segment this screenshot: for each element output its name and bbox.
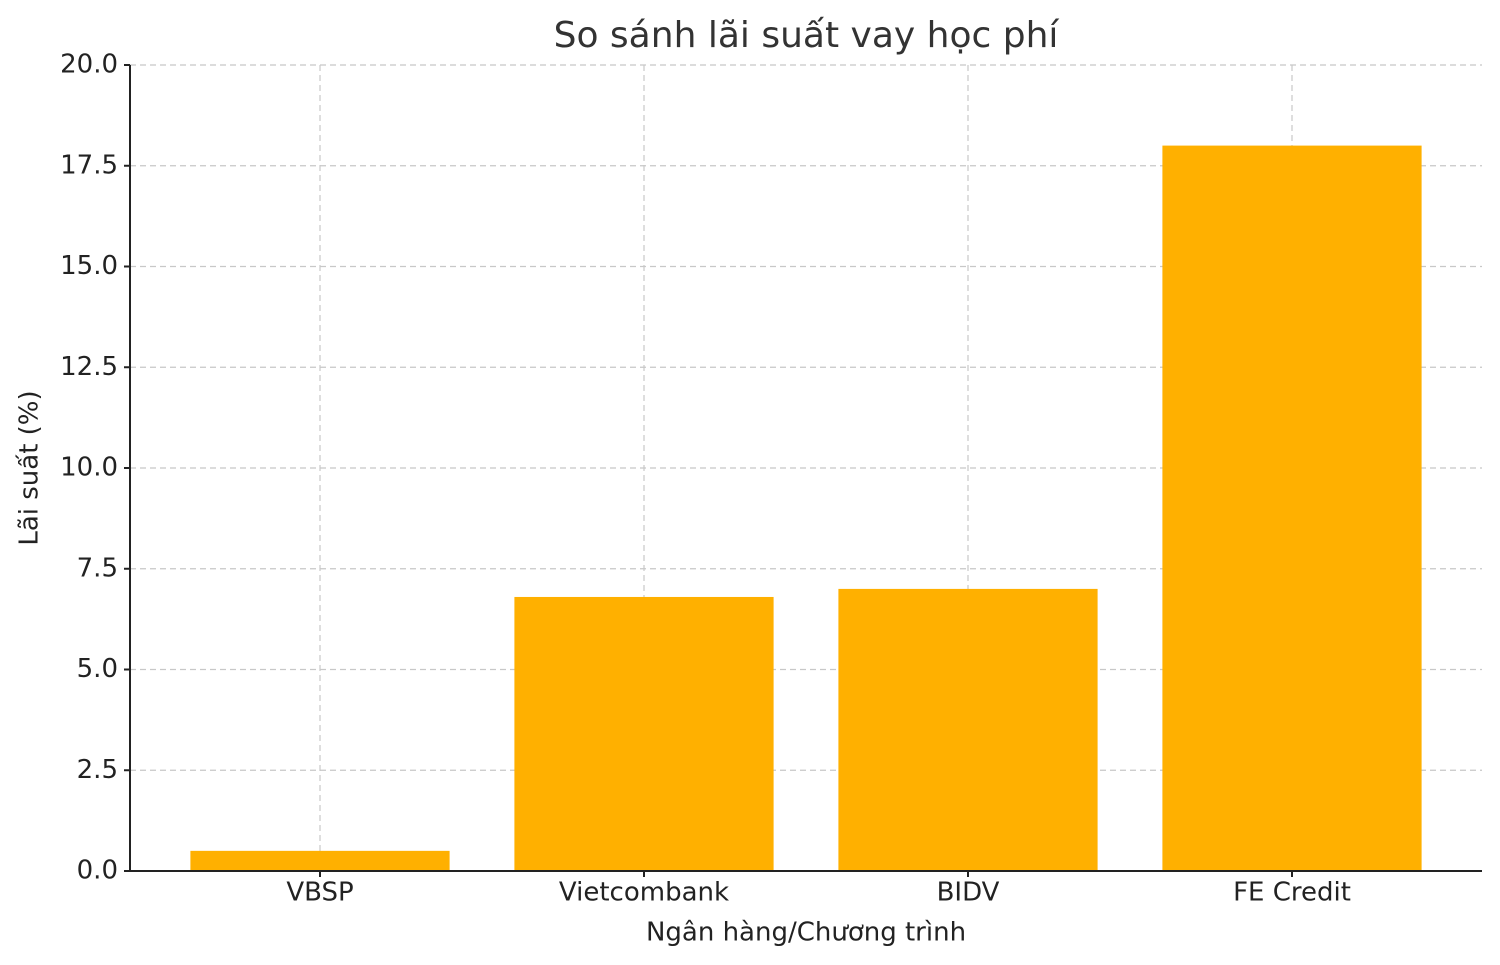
y-tick-label: 2.5 — [77, 755, 118, 785]
x-tick-label: Vietcombank — [559, 878, 729, 908]
chart-title: So sánh lãi suất vay học phí — [554, 15, 1060, 56]
y-tick-label: 12.5 — [60, 352, 118, 382]
y-tick-label: 15.0 — [60, 251, 118, 281]
grid — [130, 64, 1482, 872]
axes — [124, 64, 1482, 877]
y-tick-label: 0.0 — [77, 856, 118, 886]
bar — [190, 850, 450, 871]
x-axis-label: Ngân hàng/Chương trình — [646, 918, 966, 948]
bar — [1162, 145, 1422, 872]
y-tick-label: 7.5 — [77, 553, 118, 583]
y-tick-label: 20.0 — [60, 50, 118, 80]
bar — [838, 588, 1098, 871]
x-tick-label: FE Credit — [1233, 878, 1351, 908]
y-tick-label: 5.0 — [77, 654, 118, 684]
bar — [514, 596, 774, 871]
y-tick-label: 17.5 — [60, 150, 118, 180]
y-tick-label: 10.0 — [60, 453, 118, 483]
x-tick-label: VBSP — [286, 878, 353, 908]
x-tick-label: BIDV — [937, 878, 1000, 908]
bars — [190, 145, 1422, 872]
y-axis-label: Lãi suất (%) — [15, 390, 45, 545]
